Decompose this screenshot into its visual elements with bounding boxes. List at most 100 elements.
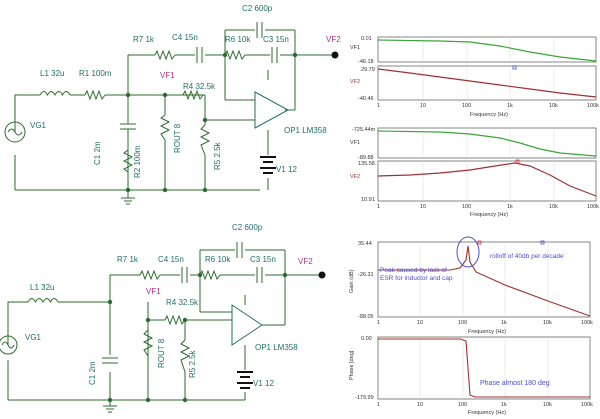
resistor-r5-bottom — [179, 339, 191, 373]
label-r7: R7 1k — [133, 35, 155, 44]
x-tick: 100k — [587, 204, 599, 210]
x-tick: 10k — [549, 204, 558, 210]
x-tick: 1 — [377, 320, 380, 326]
annotation-phase: Phase almost 180 deg — [480, 380, 550, 387]
vg1-source-top — [4, 121, 26, 143]
x-tick: 10 — [417, 320, 423, 326]
x-tick: 10k — [549, 103, 558, 109]
plot-gain: 35.44 -26.31 -88.05 Gain (dB) 1 10 100 1… — [349, 236, 593, 335]
wires-top — [14, 29, 335, 191]
y-tick: 0.00 — [361, 336, 372, 342]
x-tick: 10 — [417, 402, 423, 408]
cursor-marker — [515, 159, 520, 164]
y-tick: -88.05 — [358, 314, 374, 320]
label-r6: R6 10k — [205, 255, 231, 264]
vf2-phase-trace — [377, 162, 597, 197]
label-r2: R2 100m — [133, 145, 142, 178]
label-c1: C1 2m — [93, 141, 102, 165]
nodes-top — [125, 52, 298, 193]
x-tick: 100k — [581, 402, 593, 408]
x-axis-label: Frequency (Hz) — [468, 410, 506, 416]
resistor-r7-top — [154, 49, 176, 61]
x-tick: 100 — [462, 204, 471, 210]
wires-bottom — [7, 249, 320, 401]
y-tick: 35.44 — [358, 241, 372, 247]
capacitor-c3-bottom — [256, 267, 263, 283]
plot-top2-upper-frame — [377, 127, 597, 159]
label-r4: R4 32.5k — [166, 298, 199, 307]
label-r4: R4 32.5k — [183, 82, 216, 91]
label-r7: R7 1k — [117, 255, 139, 264]
resistor-rout-top — [159, 114, 171, 141]
x-tick: 1k — [507, 204, 513, 210]
labels-top: L1 32u R1 100m VG1 C1 2m R2 100m ROUT 8 … — [30, 4, 341, 178]
x-tick: 100 — [462, 103, 471, 109]
label-c3: C3 15n — [250, 255, 276, 264]
vf1-trace — [377, 39, 597, 62]
vf1-phase-trace — [377, 130, 597, 157]
labels-bottom: L1 32u VG1 C1 2m ROUT 8 R5 2.5k R4 32.5k… — [25, 223, 313, 388]
label-opamp: OP1 LM358 — [284, 126, 327, 135]
tick-upper-max: -725.44m — [352, 127, 376, 133]
x-tick: 1 — [377, 103, 380, 109]
label-vf1: VF1 — [160, 71, 175, 80]
label-v1: V1 12 — [253, 379, 274, 388]
ground-icon — [103, 400, 117, 413]
label-v1: V1 12 — [276, 165, 297, 174]
plot-top1: VF1 VF2 0.01 -46.18 29.79 -40.46 1 10 10… — [350, 36, 599, 118]
y-tick: -179.99 — [355, 395, 374, 401]
label-r6: R6 10k — [225, 35, 251, 44]
grid — [419, 337, 549, 399]
y-axis-label: Gain (dB) — [349, 269, 355, 293]
label-c2: C2 600p — [242, 4, 273, 13]
capacitor-c4-top — [196, 47, 203, 63]
capacitor-c2-bottom — [236, 242, 243, 258]
gain-plot-frame — [377, 241, 591, 318]
vf2-terminal-bottom — [318, 271, 326, 279]
resistor-r5-top — [199, 124, 211, 156]
resistor-r4-top — [182, 89, 204, 101]
tick-upper-min: -46.18 — [358, 59, 374, 65]
x-tick: 1 — [377, 402, 380, 408]
x-tick: 10 — [420, 204, 426, 210]
phase-plot-frame — [377, 336, 591, 400]
battery-v1-bottom — [237, 371, 253, 389]
capacitor-c2-top — [256, 22, 263, 38]
trace-label-vf1: VF1 — [350, 45, 360, 51]
trace-label-vf2: VF2 — [350, 174, 360, 180]
x-tick: 10k — [543, 320, 552, 326]
vg1-source-bottom — [0, 335, 18, 355]
x-tick: 10k — [543, 402, 552, 408]
trace-label-vf2: VF2 — [350, 79, 360, 85]
plot-phase: 0.00 -179.99 Phase [deg] 1 10 100 1k 10k… — [349, 336, 593, 416]
x-tick: 100k — [581, 320, 593, 326]
resistor-r7-bottom — [139, 269, 161, 281]
x-tick: 1 — [377, 204, 380, 210]
circuit-top: L1 32u R1 100m VG1 C1 2m R2 100m ROUT 8 … — [4, 4, 341, 205]
label-vg1: VG1 — [30, 121, 47, 130]
x-axis-label: Frequency (Hz) — [470, 212, 508, 218]
x-tick: 1k — [501, 402, 507, 408]
resistor-r2-top — [122, 149, 134, 173]
label-l1: L1 32u — [40, 69, 64, 78]
label-opamp: OP1 LM358 — [255, 343, 298, 352]
gain-trace — [378, 245, 591, 317]
resistor-r1-top — [84, 89, 106, 101]
ground-icon — [121, 190, 135, 205]
grid — [419, 242, 549, 317]
label-vg1: VG1 — [25, 333, 42, 342]
trace-label-vf1: VF1 — [350, 140, 360, 146]
resistor-r4-bottom — [164, 314, 186, 326]
cursor-marker — [540, 240, 545, 245]
resistor-r6-top — [224, 49, 246, 61]
x-tick: 10 — [420, 103, 426, 109]
tick-upper-min: -89.88 — [358, 155, 374, 161]
sine-icon — [1, 341, 15, 349]
battery-v1-top — [260, 156, 276, 174]
tick-lower-max: 135.58 — [358, 161, 375, 167]
label-vf2: VF2 — [326, 35, 341, 44]
label-c3: C3 15n — [263, 35, 289, 44]
opamp-top — [254, 91, 290, 129]
label-c2: C2 600p — [232, 223, 263, 232]
